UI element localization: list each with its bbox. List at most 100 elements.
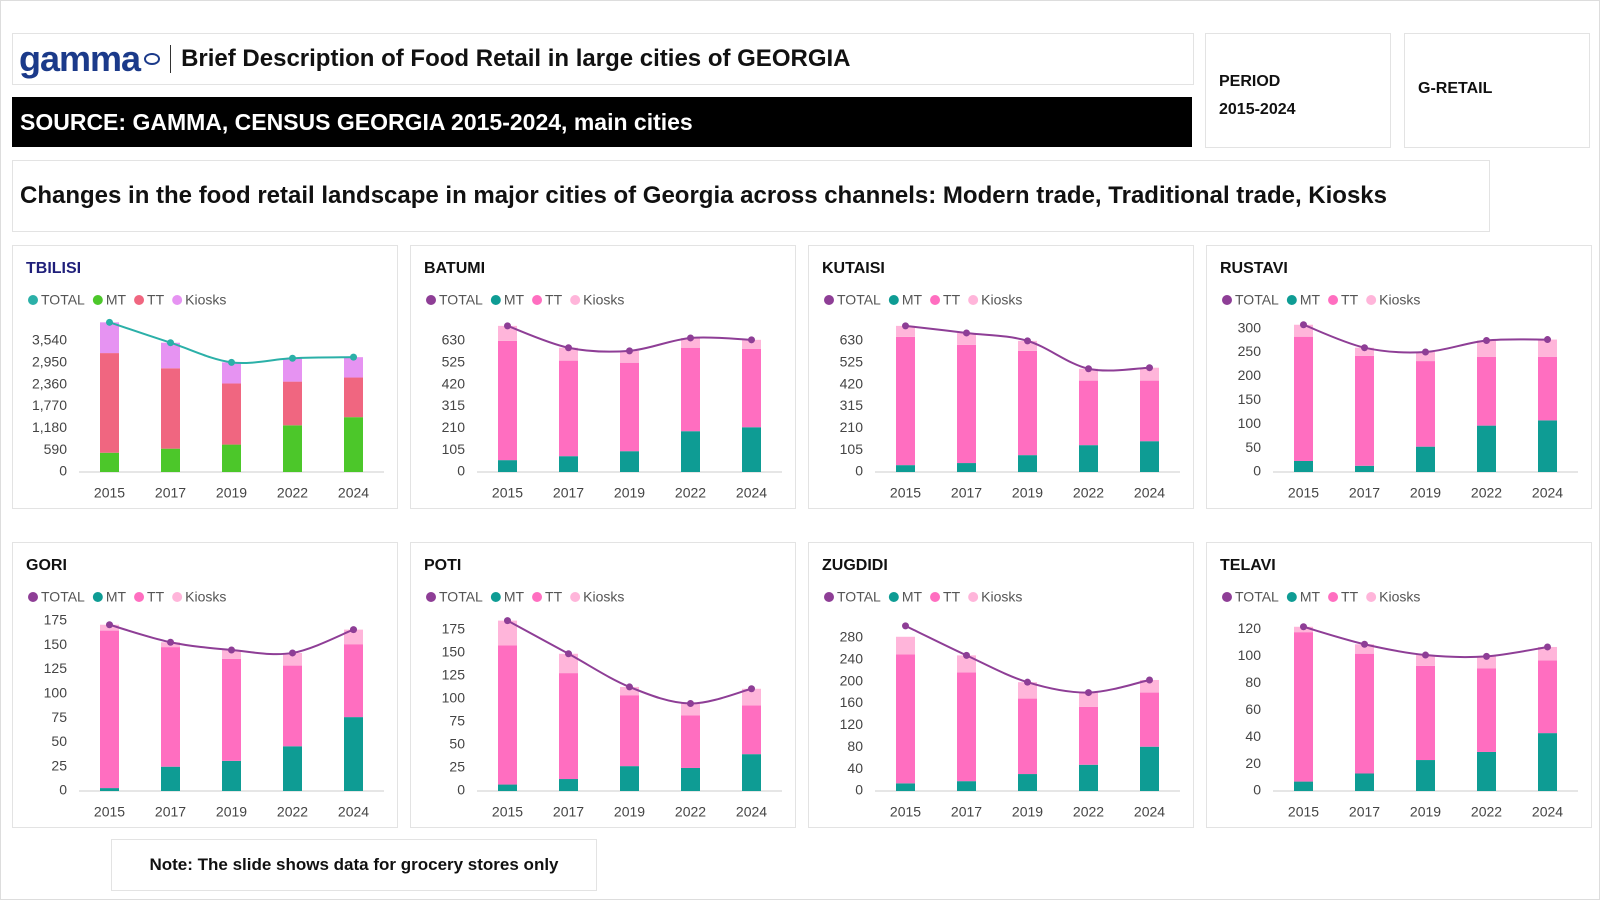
y-tick-label: 100 [442,690,466,706]
legend-label: Kiosks [981,589,1022,605]
y-tick-label: 100 [44,684,68,700]
legend-label: TOTAL [837,589,881,605]
bar-segment [896,336,915,466]
x-tick-label: 2024 [1532,804,1563,820]
x-tick-label: 2019 [1012,485,1043,501]
bar-segment [161,766,180,791]
total-point [167,339,174,347]
total-point [565,650,572,658]
bar-segment [1416,655,1435,666]
x-tick-label: 2017 [951,485,982,501]
bar-segment [559,360,578,457]
total-point [1483,652,1490,660]
bar-segment [1079,368,1098,381]
legend-marker [426,592,436,602]
y-tick-label: 175 [44,612,68,628]
bar-segment [1140,441,1159,472]
bar-segment [283,381,302,426]
x-tick-label: 2022 [675,804,706,820]
bar-segment [1294,781,1313,791]
chart-panel: POTI TOTAL MT TT Kiosks 0 25 50 75 100 125 150 175 20… [410,542,796,828]
bar-segment [681,431,700,472]
total-point [228,646,235,654]
legend-marker [968,295,979,305]
y-tick-label: 175 [442,621,466,637]
legend-marker [930,592,941,602]
chart: BATUMI TOTAL MT TT Kiosks 0 105 210 315 420 525 630… [424,260,782,501]
bar-segment [620,695,639,767]
y-tick-label: 250 [1238,343,1262,359]
total-point [167,638,174,646]
y-tick-label: 280 [840,629,864,645]
legend-marker [1328,592,1339,602]
y-tick-label: 525 [442,353,466,369]
legend-label: TOTAL [837,292,881,308]
total-line [109,321,354,364]
bar-segment [1018,455,1037,472]
bar-segment [1538,356,1557,421]
bar-segment [222,650,241,659]
bar-segment [283,425,302,472]
x-tick-label: 2024 [736,485,767,501]
total-point [963,329,970,337]
y-tick-label: 200 [840,672,864,688]
x-tick-label: 2022 [277,804,308,820]
x-tick-label: 2022 [675,485,706,501]
y-tick-label: 50 [51,733,67,749]
y-tick-label: 420 [442,375,466,391]
y-tick-label: 210 [442,419,466,435]
total-point [902,622,909,630]
legend-marker [1366,592,1377,602]
legend-marker [824,295,834,305]
x-tick-label: 2015 [492,804,523,820]
bar-segment [1018,350,1037,456]
y-tick-label: 420 [840,375,864,391]
total-point [748,336,755,344]
bar-segment [344,629,363,645]
total-point [1024,678,1031,686]
bar-segment [896,636,915,655]
x-tick-label: 2017 [951,804,982,820]
bar-segment [222,383,241,445]
legend-label: MT [1300,589,1321,605]
period-value: 2015-2024 [1219,101,1296,118]
bar-segment [100,353,119,453]
period-label: PERIOD [1219,73,1281,90]
bar-segment [957,672,976,782]
bar-segment [1355,653,1374,774]
total-point [1300,623,1307,631]
bar-segment [100,788,119,791]
chart-panel: TELAVI TOTAL MT TT Kiosks 0 20 40 60 80 100 120 2015… [1206,542,1592,828]
x-tick-label: 2019 [1012,804,1043,820]
bar-segment [559,779,578,791]
legend-label: MT [902,292,923,308]
bar-segment [620,766,639,791]
legend-marker [930,295,941,305]
total-point [1483,337,1490,345]
total-point [626,347,633,355]
bar-segment [344,644,363,718]
total-point [1361,344,1368,352]
total-point [687,700,694,707]
legend-label: TOTAL [41,292,85,308]
legend-label: MT [1300,292,1321,308]
chart-panel: KUTAISI TOTAL MT TT Kiosks 0 105 210 315 420 525 63… [808,245,1194,509]
x-tick-label: 2019 [216,485,247,501]
x-tick-label: 2024 [736,804,767,820]
y-tick-label: 150 [44,636,68,652]
y-tick-label: 25 [449,759,465,775]
y-tick-label: 2,950 [32,353,67,369]
total-point [565,344,572,352]
y-tick-label: 630 [442,332,466,348]
legend-marker [1222,592,1232,602]
y-tick-label: 100 [1238,415,1262,431]
bar-segment [100,322,119,354]
y-tick-label: 590 [44,441,68,457]
legend-marker [490,592,501,602]
bar-segment [498,784,517,791]
y-tick-label: 240 [840,650,864,666]
legend-label: Kiosks [981,292,1022,308]
y-tick-label: 2,360 [32,375,67,391]
total-point [350,353,357,361]
